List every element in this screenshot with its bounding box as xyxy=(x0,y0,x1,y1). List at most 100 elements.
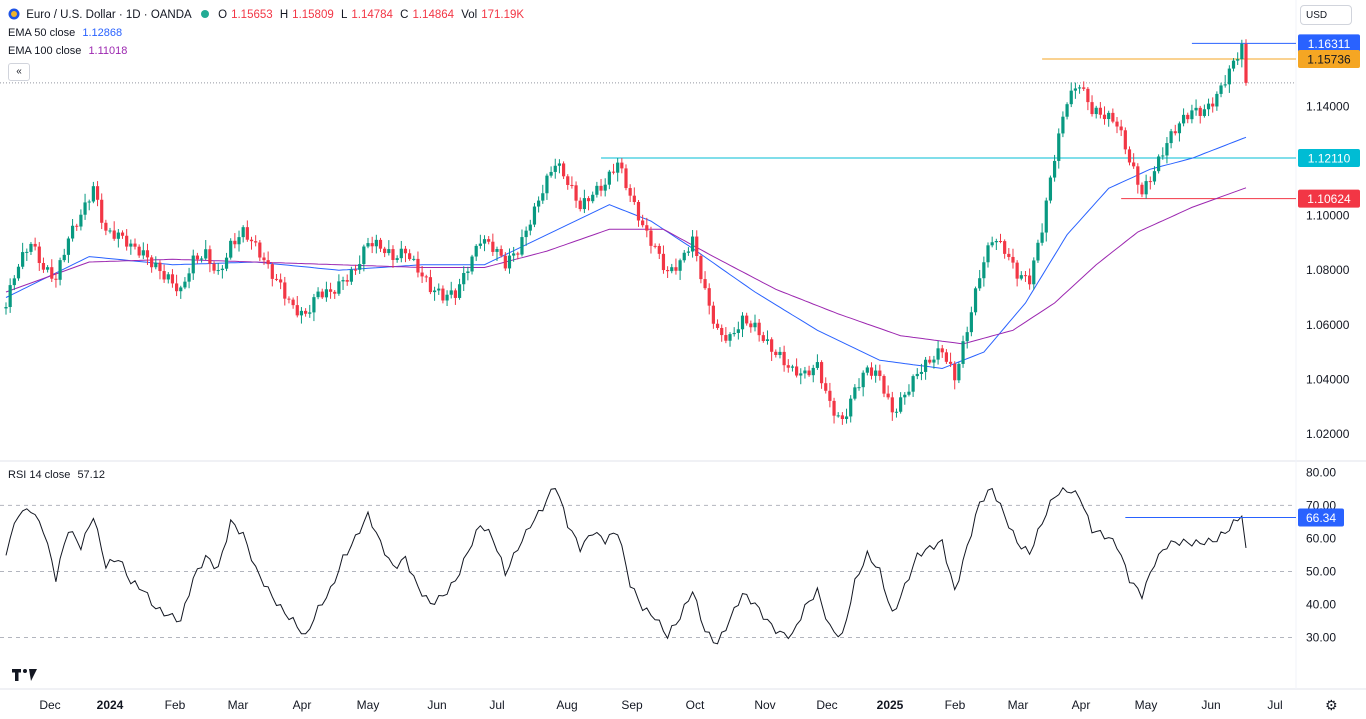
candle-body xyxy=(108,230,112,232)
ohlc-low: 1.14784 xyxy=(351,9,393,21)
rsi-tick-label: 60.00 xyxy=(1306,531,1336,545)
candle-body xyxy=(1007,253,1011,257)
candle-body xyxy=(770,339,774,352)
rsi-legend[interactable]: RSI 14 close 57.12 xyxy=(8,469,109,481)
price-tick-label: 1.08000 xyxy=(1306,263,1350,277)
ema100-label: EMA 100 close xyxy=(8,45,82,57)
candle-body xyxy=(578,200,582,210)
candle-body xyxy=(695,236,699,257)
candle-body xyxy=(1161,155,1165,157)
candle-body xyxy=(1098,107,1102,115)
candle-body xyxy=(100,199,104,223)
ema50-value: 1.12868 xyxy=(82,27,123,39)
candle-body xyxy=(254,241,258,243)
candle-body xyxy=(1107,112,1111,120)
candle-body xyxy=(994,241,998,243)
candle-body xyxy=(274,278,279,280)
candle-body xyxy=(686,251,691,253)
candle-body xyxy=(795,366,799,376)
candle-body xyxy=(990,242,994,246)
level-tag xyxy=(1298,34,1360,53)
candle-body xyxy=(740,315,745,330)
time-tick-label: Oct xyxy=(686,698,705,712)
candle-body xyxy=(16,266,21,279)
candle-body xyxy=(1065,104,1069,117)
candle-body xyxy=(724,335,728,341)
gear-icon[interactable]: ⚙ xyxy=(1325,697,1338,713)
candle-body xyxy=(503,255,507,269)
candle-body xyxy=(765,339,770,341)
time-tick-label: Apr xyxy=(293,698,312,712)
candle-body xyxy=(320,291,324,298)
candle-body xyxy=(549,171,553,176)
candle-body xyxy=(599,185,603,191)
candle-body xyxy=(362,246,366,265)
ema50-legend[interactable]: EMA 50 close 1.12868 xyxy=(8,27,126,39)
candle-body xyxy=(940,348,944,353)
candle-body xyxy=(445,294,449,301)
price-tick-label: 1.10000 xyxy=(1306,209,1350,223)
candle-body xyxy=(666,270,670,272)
candle-body xyxy=(570,184,574,186)
time-tick-label: Jun xyxy=(1201,698,1220,712)
candle-body xyxy=(882,376,886,394)
ohlc-low-label: L xyxy=(340,9,348,21)
candle-body xyxy=(191,255,195,274)
candlestick-series xyxy=(4,39,1248,425)
candle-body xyxy=(387,249,391,254)
candle-body xyxy=(1194,107,1198,111)
time-tick-label: Jun xyxy=(427,698,446,712)
horizontal-levels xyxy=(0,42,1296,200)
rsi-tick-label: 40.00 xyxy=(1306,597,1336,611)
candle-body xyxy=(1090,102,1094,115)
candle-body xyxy=(133,243,137,247)
candle-body xyxy=(890,397,894,413)
candle-body xyxy=(611,171,616,173)
candle-body xyxy=(179,287,183,292)
candle-body xyxy=(537,200,541,207)
candle-body xyxy=(857,387,861,389)
candle-body xyxy=(607,171,611,185)
candle-body xyxy=(657,245,661,254)
candle-body xyxy=(736,329,740,333)
time-tick-label: Apr xyxy=(1072,698,1091,712)
candle-body xyxy=(919,371,924,374)
candle-body xyxy=(973,288,978,313)
candle-body xyxy=(532,206,537,225)
currency-button[interactable]: USD xyxy=(1300,5,1352,25)
candle-body xyxy=(1036,242,1040,261)
candle-body xyxy=(1236,59,1240,61)
time-tick-label: Feb xyxy=(945,698,966,712)
candle-body xyxy=(907,391,911,395)
ema100-legend[interactable]: EMA 100 close 1.11018 xyxy=(8,45,131,57)
candle-body xyxy=(849,398,853,417)
candle-body xyxy=(899,397,903,412)
candle-body xyxy=(1152,171,1157,182)
candle-body xyxy=(1144,181,1148,195)
candle-body xyxy=(328,289,333,292)
candle-body xyxy=(1023,275,1028,277)
ema50-label: EMA 50 close xyxy=(8,27,76,39)
candle-body xyxy=(978,278,982,289)
candle-body xyxy=(25,251,29,253)
time-tick-label: Jul xyxy=(1267,698,1282,712)
candle-body xyxy=(861,372,865,388)
candle-body xyxy=(645,225,649,231)
ohlc-close: 1.14864 xyxy=(412,9,455,21)
candle-body xyxy=(603,184,607,191)
candle-body xyxy=(982,262,986,279)
candle-body xyxy=(150,257,154,268)
candle-body xyxy=(457,284,462,298)
ohlc-open: 1.15653 xyxy=(231,9,273,21)
time-tick-label: Mar xyxy=(1008,698,1029,712)
rsi-value: 57.12 xyxy=(77,469,105,481)
symbol-title[interactable]: Euro / U.S. Dollar · 1D · OANDA xyxy=(26,9,192,21)
time-tick-label: May xyxy=(1135,698,1158,712)
candle-body xyxy=(95,186,100,200)
collapse-legend-button[interactable]: « xyxy=(8,63,30,81)
time-tick-label: May xyxy=(357,698,380,712)
candle-body xyxy=(928,359,932,363)
candle-body xyxy=(104,222,108,231)
candle-body xyxy=(420,272,424,277)
